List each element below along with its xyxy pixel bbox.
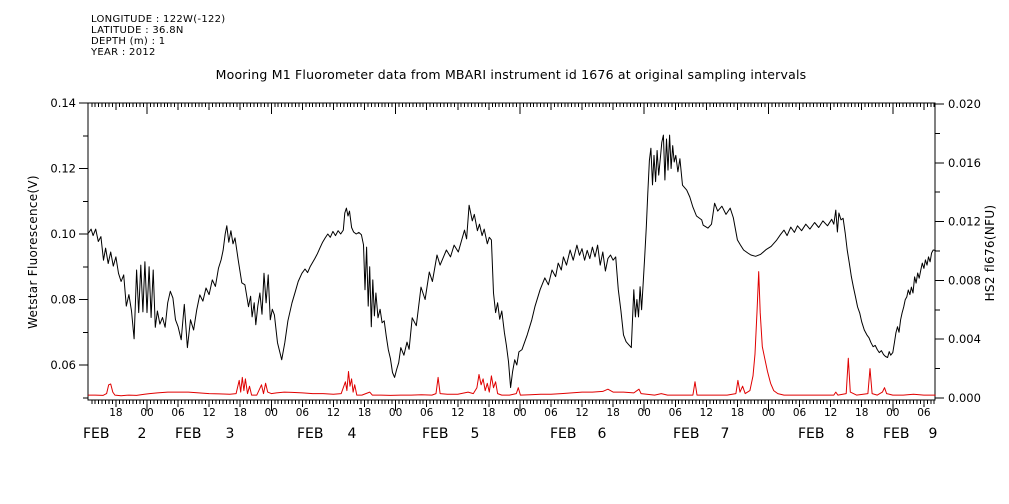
x-tick-label: 12 [202, 407, 215, 419]
y-left-tick-label: 0.12 [50, 162, 76, 176]
day-label-number: 4 [348, 426, 357, 442]
y-left-tick-label: 0.14 [50, 96, 76, 110]
x-tick-label: 06 [793, 407, 807, 419]
y-left-tick-label: 0.06 [50, 358, 76, 372]
x-tick-label: 00 [140, 407, 153, 419]
day-label-number: 9 [929, 426, 938, 442]
x-tick-label: 06 [171, 407, 185, 419]
y-left-tick-label: 0.10 [50, 227, 76, 241]
y-right-tick-label: 0.008 [948, 273, 981, 287]
x-tick-label: 00 [265, 407, 278, 419]
day-label-number: 6 [598, 426, 607, 442]
y-left-tick-label: 0.08 [50, 293, 76, 307]
left-axis-label: Wetstar Fluorescence(V) [26, 175, 40, 329]
x-tick-label: 18 [855, 407, 868, 419]
x-tick-label: 12 [327, 407, 340, 419]
x-tick-label: 00 [762, 407, 775, 419]
day-label-number: 7 [721, 426, 730, 442]
x-tick-label: 12 [451, 407, 464, 419]
x-tick-label: 06 [917, 407, 931, 419]
day-label-number: 3 [226, 426, 235, 442]
x-tick-label: 06 [296, 407, 310, 419]
x-tick-label: 00 [886, 407, 899, 419]
day-label-month: FEB [673, 426, 700, 442]
x-tick-label: 18 [234, 407, 247, 419]
x-tick-label: 18 [606, 407, 619, 419]
day-label-month: FEB [422, 426, 449, 442]
x-tick-label: 00 [513, 407, 526, 419]
header-latitude: LATITUDE : 36.8N [91, 25, 184, 36]
day-label-number: 2 [138, 426, 147, 442]
x-tick-label: 00 [389, 407, 402, 419]
x-tick-label: 18 [731, 407, 744, 419]
x-tick-label: 18 [109, 407, 122, 419]
day-label-month: FEB [175, 426, 202, 442]
header-year: YEAR : 2012 [90, 47, 156, 58]
wetstar-curve [88, 134, 936, 389]
x-tick-label: 06 [544, 407, 558, 419]
x-tick-label: 18 [482, 407, 495, 419]
x-tick-label: 12 [824, 407, 837, 419]
day-label-month: FEB [798, 426, 825, 442]
y-right-tick-label: 0.020 [948, 97, 981, 111]
y-right-tick-label: 0.000 [948, 391, 981, 405]
x-tick-label: 12 [700, 407, 713, 419]
plot-frame [87, 102, 936, 401]
header-longitude: LONGITUDE : 122W(-122) [91, 14, 226, 25]
x-tick-label: 06 [669, 407, 683, 419]
day-label-month: FEB [550, 426, 577, 442]
x-tick-label: 12 [575, 407, 588, 419]
hs2-curve [88, 271, 936, 397]
day-label-month: FEB [297, 426, 324, 442]
y-right-tick-label: 0.004 [948, 332, 981, 346]
x-tick-label: 00 [638, 407, 651, 419]
chart-geometry: 18 00 06 12 18 00 06 12 18 00 06 12 18 00 06 12 18 00 06 12… [50, 96, 981, 442]
x-tick-label: 06 [420, 407, 434, 419]
right-axis-label: HS2 fl676(NFU) [983, 205, 997, 302]
day-label-number: 8 [846, 426, 855, 442]
day-label-month: FEB [83, 426, 110, 442]
header-depth: DEPTH (m) : 1 [91, 36, 165, 47]
y-right-tick-label: 0.012 [948, 215, 981, 229]
y-right-tick-label: 0.016 [948, 156, 981, 170]
day-label-month: FEB [883, 426, 910, 442]
day-label-number: 5 [471, 426, 480, 442]
x-tick-label: 18 [358, 407, 371, 419]
chart-title: Mooring M1 Fluorometer data from MBARI i… [216, 67, 807, 82]
